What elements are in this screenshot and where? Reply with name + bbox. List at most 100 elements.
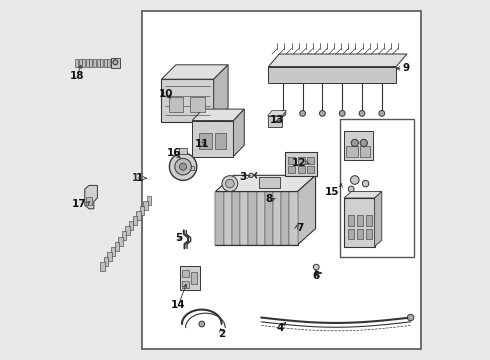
Text: 1-: 1- [132,173,143,183]
Circle shape [179,163,187,170]
Circle shape [350,176,359,184]
Bar [107,59,110,67]
Circle shape [225,179,234,188]
Bar [111,58,120,68]
Bar [273,192,281,245]
Polygon shape [85,185,98,209]
Circle shape [300,111,305,116]
Bar [307,166,314,173]
Bar [100,59,103,67]
Bar [129,221,133,230]
Bar [216,133,226,149]
Text: 15: 15 [325,186,340,197]
Bar [347,229,354,239]
Bar [147,196,151,205]
Circle shape [113,60,118,65]
Bar [136,211,141,220]
Bar [281,192,290,245]
Text: 5: 5 [175,233,183,243]
Bar [232,192,240,245]
Bar [285,152,317,176]
Circle shape [249,173,253,177]
Circle shape [314,264,319,270]
Bar [199,133,212,149]
Bar [347,215,354,226]
Circle shape [199,321,205,327]
Circle shape [289,221,296,228]
Bar [79,59,81,67]
Text: 8: 8 [266,194,273,204]
Text: 10: 10 [159,89,173,99]
Bar [344,131,373,160]
Bar [143,11,421,349]
Bar [192,121,233,157]
Bar [366,229,372,239]
Bar [257,192,265,245]
Bar [344,198,374,247]
Circle shape [175,158,192,175]
Bar [100,262,104,271]
Circle shape [280,111,286,116]
Bar [144,201,148,210]
Bar [224,192,232,245]
Bar [118,237,122,246]
Bar [97,59,99,67]
Bar [248,192,257,245]
Bar [191,272,197,284]
Bar [360,146,370,157]
Circle shape [407,314,414,321]
Bar [357,229,363,239]
Bar [341,119,414,257]
Bar [240,192,248,245]
Bar [180,266,200,290]
Bar [346,146,358,157]
Bar [125,226,130,235]
Polygon shape [268,111,286,116]
Bar [115,242,119,251]
Bar [93,59,96,67]
Bar [86,197,92,205]
Bar [288,157,295,164]
Bar [111,247,116,256]
Bar [133,216,137,225]
Bar [268,116,282,127]
Bar [104,59,107,67]
Text: 13: 13 [270,114,284,125]
Bar [140,206,144,215]
Text: 17: 17 [72,199,87,210]
Text: 12: 12 [292,158,306,168]
Polygon shape [269,54,407,67]
Text: 16: 16 [167,148,181,158]
Circle shape [379,111,385,116]
Text: 1: 1 [136,173,144,183]
Polygon shape [344,192,382,198]
Bar [307,157,314,164]
Bar [75,59,78,67]
Bar [265,192,273,245]
Bar [216,192,297,245]
Text: 2: 2 [218,329,225,339]
Bar [182,270,189,277]
Bar [169,97,183,112]
Bar [357,215,363,226]
Bar [82,59,85,67]
Circle shape [222,176,238,192]
Circle shape [359,111,365,116]
Text: 18: 18 [70,71,84,81]
Text: 11: 11 [195,139,209,149]
Bar [107,252,112,261]
Polygon shape [192,109,245,121]
Polygon shape [162,65,228,79]
Circle shape [339,111,345,116]
Bar [366,215,372,226]
Text: 9: 9 [403,63,410,73]
Circle shape [351,139,358,147]
Text: 14: 14 [171,300,186,310]
Bar [259,177,280,188]
Polygon shape [374,192,382,247]
Polygon shape [216,175,316,192]
Polygon shape [214,65,228,122]
Bar [216,192,224,245]
Text: 4: 4 [276,323,284,333]
Bar [190,97,205,112]
